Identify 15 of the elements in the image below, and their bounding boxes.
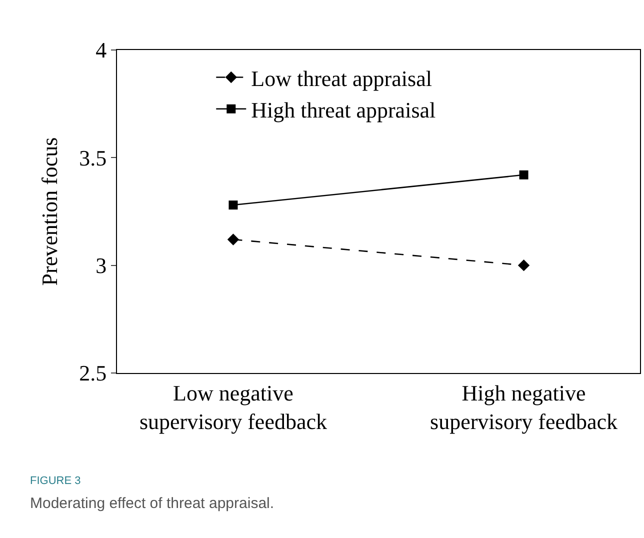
y-tick-label: 3 [96,253,107,278]
text: Moderating effect of threat appraisal. [30,495,274,512]
x-tick-label: High negative supervisory feedback [430,380,618,434]
legend-label: High threat appraisal [251,97,436,122]
point [518,259,530,272]
point [228,200,238,210]
x-tick-label: Low negative supervisory feedback [139,380,327,434]
y-tick-label: 2.5 [79,360,107,386]
point [519,170,528,180]
y-axis-title: Prevention focus [36,137,62,286]
y-tick-label: 3.5 [79,145,107,170]
caption: FIGURE 3 [30,475,81,487]
legend-label: Low threat appraisal [251,66,432,91]
y-tick-label: 4 [96,38,107,63]
point [227,234,240,246]
